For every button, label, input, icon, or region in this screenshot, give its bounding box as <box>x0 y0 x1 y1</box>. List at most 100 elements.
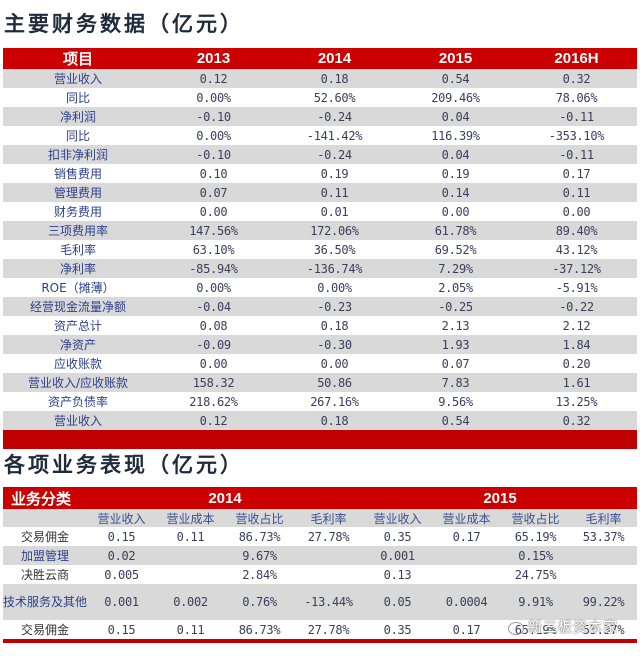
row-label: 销售费用 <box>3 164 153 183</box>
cell-value: -13.44% <box>294 584 363 620</box>
cell-value: 0.11 <box>516 183 637 202</box>
table-bottom-rule <box>3 639 637 643</box>
cell-value: 0.17 <box>432 527 501 546</box>
table-row: 净利率 -85.94% -136.74% 7.29% -37.12% <box>3 259 637 278</box>
business-subheader-row: 营业收入 营业成本 营收占比 毛利率 营业收入 营业成本 营收占比 毛利率 <box>3 509 637 527</box>
cell-value: 52.60% <box>274 88 395 107</box>
cell-value <box>294 546 363 565</box>
cell-value: 0.15% <box>501 546 570 565</box>
cell-value: 13.25% <box>516 392 637 411</box>
cell-value <box>156 565 225 584</box>
header-item: 项目 <box>3 48 153 69</box>
cell-value: 0.002 <box>156 584 225 620</box>
subheader: 毛利率 <box>294 509 363 527</box>
cell-value: 0.001 <box>363 546 432 565</box>
cell-value: 0.10 <box>153 164 274 183</box>
table-row: 管理费用 0.07 0.11 0.14 0.11 <box>3 183 637 202</box>
cell-value: 0.12 <box>153 69 274 88</box>
cell-value: 0.14 <box>395 183 516 202</box>
cell-value: -85.94% <box>153 259 274 278</box>
cell-value: 36.50% <box>274 240 395 259</box>
cell-value: 147.56% <box>153 221 274 240</box>
cell-value: 0.04 <box>395 107 516 126</box>
cell-value: -37.12% <box>516 259 637 278</box>
cell-value: 0.18 <box>274 316 395 335</box>
cell-value: 69.52% <box>395 240 516 259</box>
cell-value: 53.37% <box>570 527 637 546</box>
cell-value: 0.15 <box>87 527 156 546</box>
cell-value: 1.93 <box>395 335 516 354</box>
table-row: 决胜云商 0.005 2.84% 0.13 24.75% <box>3 565 637 584</box>
row-label: 营业收入 <box>3 411 153 430</box>
table-row: 毛利率 63.10% 36.50% 69.52% 43.12% <box>3 240 637 259</box>
cell-value: 158.32 <box>153 373 274 392</box>
cell-value: 0.005 <box>87 565 156 584</box>
cell-value: 0.13 <box>363 565 432 584</box>
cell-value: 78.06% <box>516 88 637 107</box>
cell-value: 218.62% <box>153 392 274 411</box>
cell-value: 0.32 <box>516 69 637 88</box>
cell-value: -0.22 <box>516 297 637 316</box>
cell-value: 0.00 <box>153 354 274 373</box>
table-row: 资产负债率 218.62% 267.16% 9.56% 13.25% <box>3 392 637 411</box>
cell-value <box>570 565 637 584</box>
cell-value: 0.01 <box>274 202 395 221</box>
cell-value: 7.83 <box>395 373 516 392</box>
table-bottom-rule <box>3 430 637 449</box>
cell-value: 86.73% <box>225 620 294 639</box>
cell-value: 0.05 <box>363 584 432 620</box>
cell-value: 172.06% <box>274 221 395 240</box>
cell-value: 0.001 <box>87 584 156 620</box>
cell-value: -0.23 <box>274 297 395 316</box>
row-label: 应收账款 <box>3 354 153 373</box>
row-label: 扣非净利润 <box>3 145 153 164</box>
table-row: 营业收入 0.12 0.18 0.54 0.32 <box>3 411 637 430</box>
cell-value: -353.10% <box>516 126 637 145</box>
cell-value: 0.00% <box>153 126 274 145</box>
cell-value: 1.84 <box>516 335 637 354</box>
cell-value: 0.76% <box>225 584 294 620</box>
cell-value: -5.91% <box>516 278 637 297</box>
watermark: 新三板资本家 <box>508 617 618 637</box>
row-label: 营业收入/应收账款 <box>3 373 153 392</box>
row-label: 同比 <box>3 126 153 145</box>
cell-value <box>432 565 501 584</box>
cell-value: 0.00 <box>153 202 274 221</box>
cell-value: 0.35 <box>363 527 432 546</box>
cell-value <box>294 565 363 584</box>
cell-value: 209.46% <box>395 88 516 107</box>
header-year-2015: 2015 <box>363 487 637 509</box>
row-label: 交易佣金 <box>3 527 87 546</box>
red-divider <box>3 430 637 449</box>
cell-value: 0.19 <box>274 164 395 183</box>
cell-value: 65.19% <box>501 527 570 546</box>
cell-value: 0.20 <box>516 354 637 373</box>
header-year-2014: 2014 <box>87 487 363 509</box>
cell-value: 0.54 <box>395 69 516 88</box>
cell-value: -141.42% <box>274 126 395 145</box>
table-row: 营业收入 0.12 0.18 0.54 0.32 <box>3 69 637 88</box>
cell-value <box>570 546 637 565</box>
cell-value: 1.61 <box>516 373 637 392</box>
row-label: 营业收入 <box>3 69 153 88</box>
business-header-row: 业务分类 2014 2015 <box>3 487 637 509</box>
cell-value: -0.25 <box>395 297 516 316</box>
wechat-icon <box>508 621 524 635</box>
table-row: 财务费用 0.00 0.01 0.00 0.00 <box>3 202 637 221</box>
cell-value: 0.08 <box>153 316 274 335</box>
cell-value: 61.78% <box>395 221 516 240</box>
cell-value: 43.12% <box>516 240 637 259</box>
cell-value: -0.04 <box>153 297 274 316</box>
cell-value: 2.12 <box>516 316 637 335</box>
table-row: 技术服务及其他 0.001 0.002 0.76% -13.44% 0.05 0.0004 9… <box>3 584 637 620</box>
financials-title: 主要财务数据（亿元） <box>4 11 244 36</box>
cell-value: -0.24 <box>274 107 395 126</box>
table-row: 销售费用 0.10 0.19 0.19 0.17 <box>3 164 637 183</box>
cell-value: 50.86 <box>274 373 395 392</box>
cell-value: -0.30 <box>274 335 395 354</box>
cell-value: 9.56% <box>395 392 516 411</box>
table-row: ROE（摊薄） 0.00% 0.00% 2.05% -5.91% <box>3 278 637 297</box>
cell-value: 0.15 <box>87 620 156 639</box>
table-row: 资产总计 0.08 0.18 2.13 2.12 <box>3 316 637 335</box>
subheader: 营收占比 <box>225 509 294 527</box>
